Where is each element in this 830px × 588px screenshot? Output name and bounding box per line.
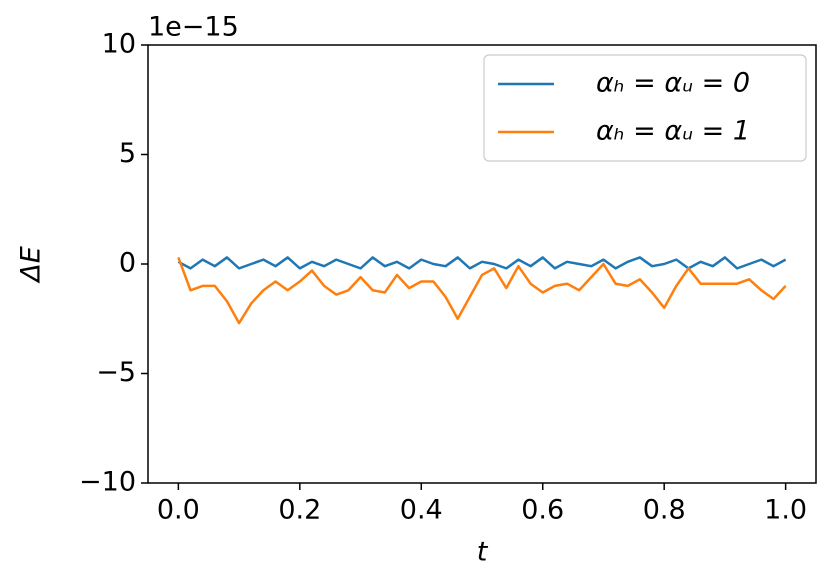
y-tick-label: 0 — [119, 248, 136, 279]
axes-frame — [147, 44, 817, 484]
x-tick-label: 0.6 — [521, 495, 564, 526]
x-tick-label: 1.0 — [764, 495, 807, 526]
y-axis-label: ΔE — [16, 246, 47, 284]
x-tick-label: 0.2 — [278, 495, 321, 526]
y-tick-label: −10 — [79, 467, 136, 498]
y-offset-label: 1e−15 — [148, 12, 239, 43]
y-tick-label: 10 — [102, 29, 136, 60]
x-tick-label: 0.0 — [157, 495, 200, 526]
y-tick-label: 5 — [119, 138, 136, 169]
legend-box — [483, 54, 807, 162]
y-tick-label: −5 — [96, 357, 136, 388]
x-tick-label: 0.4 — [400, 495, 443, 526]
x-tick-label: 0.8 — [643, 495, 686, 526]
series-line — [177, 256, 787, 270]
x-axis-label: t — [477, 537, 489, 568]
series-line — [177, 256, 787, 325]
legend-label: αₕ = αᵤ = 1 — [596, 116, 750, 147]
legend-label: αₕ = αᵤ = 0 — [596, 68, 750, 99]
